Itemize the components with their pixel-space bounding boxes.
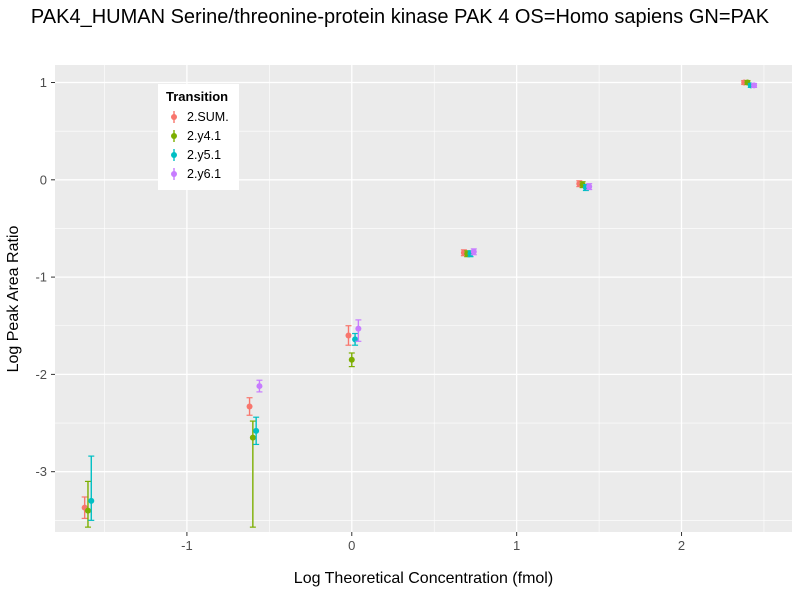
legend-item-2.SUM.: 2.SUM. [166,107,229,126]
series-2.y6.1 [256,82,758,393]
legend-item-2.y5.1: 2.y5.1 [166,145,229,164]
svg-text:1: 1 [513,538,520,553]
svg-text:2: 2 [678,538,685,553]
svg-text:1: 1 [40,75,47,90]
legend-item-label: 2.y6.1 [187,166,222,181]
x-axis-title: Log Theoretical Concentration (fmol) [293,570,554,587]
legend-key-icon [171,129,177,142]
svg-text:-3: -3 [35,464,47,479]
y-tick-labels: -3 -2 -1 0 1 [35,75,47,479]
legend-key-icon [171,148,177,161]
legend-item-2.y4.1: 2.y4.1 [166,126,229,145]
svg-text:-2: -2 [35,367,47,382]
svg-text:0: 0 [40,172,47,187]
legend-item-label: 2.y4.1 [187,128,222,143]
series-2.y4.1 [84,79,751,528]
legend-item-label: 2.y5.1 [187,147,222,162]
legend-title: Transition [166,89,229,104]
chart-title: PAK4_HUMAN Serine/threonine-protein kina… [30,6,770,28]
legend-key-icon [171,110,177,123]
svg-text:-1: -1 [181,538,193,553]
legend: Transition 2.SUM. 2.y4.1 2.y5.1 2.y6.1 [158,84,239,190]
x-tick-labels: -1 0 1 2 [181,538,685,553]
legend-item-label: 2.SUM. [187,109,229,124]
y-axis-title: Log Peak Area Ratio [5,225,22,373]
legend-item-2.y6.1: 2.y6.1 [166,164,229,183]
axis-ticks [51,82,683,536]
svg-text:-1: -1 [35,270,47,285]
svg-text:0: 0 [348,538,355,553]
legend-key-icon [171,167,177,180]
